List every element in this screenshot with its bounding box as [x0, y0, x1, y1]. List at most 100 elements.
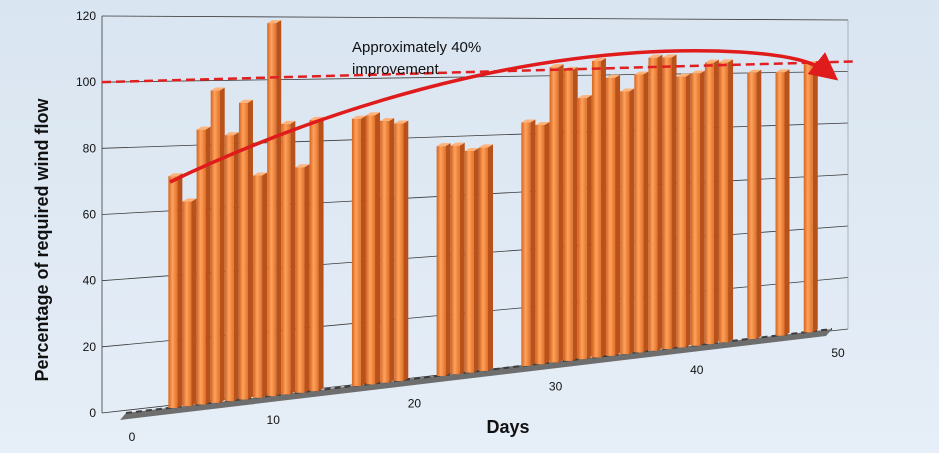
bar-front	[803, 64, 813, 333]
bar	[521, 119, 536, 366]
annotation-layer: Approximately 40% improvement	[169, 39, 839, 184]
bar-front	[464, 150, 474, 373]
bar-side	[558, 64, 564, 363]
bar	[704, 59, 719, 345]
bar-front	[648, 57, 658, 351]
bar	[620, 88, 635, 355]
bar-top	[535, 121, 550, 125]
bar-top	[267, 20, 282, 24]
bar-top	[366, 112, 381, 116]
bar	[479, 144, 493, 371]
bar-side	[488, 144, 493, 371]
bar	[394, 120, 409, 382]
bar-side	[699, 70, 705, 346]
bar-layer	[168, 20, 818, 408]
bar-front	[281, 123, 291, 395]
bar-top	[253, 172, 268, 176]
bar-front	[634, 74, 644, 353]
bar-side	[473, 147, 479, 373]
bar	[775, 69, 790, 336]
y-axis-title: Percentage of required wind flow	[32, 97, 52, 381]
bar-front	[366, 115, 376, 385]
bar-front	[394, 123, 404, 382]
bar-side	[728, 59, 734, 343]
bar-front	[676, 76, 686, 348]
bar-front	[436, 146, 446, 377]
bar-side	[544, 121, 550, 365]
bar-top	[464, 147, 479, 151]
bar	[535, 121, 550, 365]
bar-side	[290, 120, 296, 395]
improvement-arrow	[169, 49, 839, 184]
bar-front	[196, 129, 206, 405]
bar-top	[690, 70, 705, 74]
bar	[662, 54, 677, 350]
bar-top	[606, 74, 621, 78]
bar-front	[563, 69, 573, 361]
bar	[351, 115, 366, 387]
bar	[309, 116, 324, 392]
bar	[224, 132, 239, 402]
bar-side	[756, 69, 762, 340]
bar	[648, 54, 663, 351]
bar-top	[549, 64, 564, 68]
x-tick-label: 50	[831, 346, 845, 360]
bar-top	[380, 117, 395, 121]
bar-front	[521, 122, 531, 366]
bar-side	[657, 54, 663, 351]
annotation-line-2: improvement	[352, 61, 440, 78]
bar-front	[295, 167, 305, 393]
bar-top	[521, 119, 536, 123]
bar-top	[747, 69, 762, 73]
bar-side	[685, 73, 691, 348]
bar-front	[690, 73, 700, 346]
x-tick-label: 20	[408, 396, 422, 410]
bar	[450, 142, 465, 375]
bar-front	[309, 119, 319, 392]
bar-front	[253, 175, 263, 398]
bar-top	[591, 58, 606, 62]
bar	[281, 120, 296, 395]
bar-front	[351, 118, 361, 387]
x-axis-title: Days	[486, 417, 529, 437]
y-tick-label: 0	[89, 406, 96, 420]
bar	[380, 117, 395, 383]
bar-front	[182, 201, 192, 407]
bar-top	[479, 144, 493, 148]
bar	[295, 164, 310, 393]
bar	[577, 95, 592, 360]
bar-top	[620, 88, 635, 92]
bar-side	[233, 132, 239, 402]
bar-front	[719, 62, 729, 343]
bar	[196, 126, 211, 405]
bar	[719, 59, 734, 343]
bar-top	[309, 116, 324, 120]
bar-side	[615, 74, 621, 356]
bar	[549, 64, 564, 363]
bar-top	[210, 87, 225, 91]
bar-side	[445, 143, 451, 377]
bar-front	[380, 120, 390, 383]
y-tick-label: 40	[83, 274, 97, 288]
bar-top	[394, 120, 409, 124]
bar-top	[450, 142, 465, 146]
bar-side	[629, 88, 635, 355]
bar	[563, 66, 578, 361]
bar-side	[403, 120, 409, 382]
bar-side	[219, 87, 225, 403]
bar-front	[168, 176, 178, 408]
bar-front	[479, 147, 488, 371]
bar-top	[662, 54, 677, 58]
bar-top	[182, 198, 197, 202]
bar-top	[168, 173, 183, 177]
y-tick-label: 80	[83, 141, 97, 155]
annotation-line-1: Approximately 40%	[352, 39, 481, 56]
bar-side	[318, 116, 324, 392]
bar-side	[586, 95, 592, 360]
bar-top	[238, 99, 253, 103]
bar-side	[304, 164, 310, 393]
bar-side	[572, 66, 578, 361]
bar	[803, 61, 818, 333]
